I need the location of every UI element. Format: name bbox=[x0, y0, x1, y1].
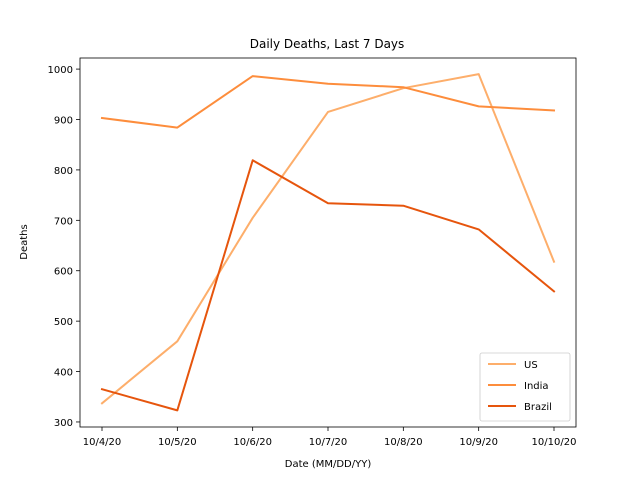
legend-label-brazil: Brazil bbox=[524, 402, 552, 413]
chart-title: Daily Deaths, Last 7 Days bbox=[250, 37, 405, 51]
y-tick-label: 600 bbox=[54, 267, 73, 278]
x-tick-label: 10/7/20 bbox=[309, 437, 348, 448]
x-tick-label: 10/6/20 bbox=[233, 437, 272, 448]
y-tick-label: 800 bbox=[54, 166, 73, 177]
x-tick-label: 10/5/20 bbox=[158, 437, 197, 448]
x-tick-label: 10/9/20 bbox=[459, 437, 498, 448]
y-tick-label: 400 bbox=[54, 368, 73, 379]
y-tick-label: 900 bbox=[54, 116, 73, 127]
legend-label-india: India bbox=[524, 381, 549, 392]
y-tick-label: 500 bbox=[54, 317, 73, 328]
series-line-us bbox=[100, 73, 556, 405]
x-tick-label: 10/4/20 bbox=[83, 437, 122, 448]
legend-label-us: US bbox=[524, 360, 538, 371]
x-tick-label: 10/10/20 bbox=[532, 437, 577, 448]
legend-box bbox=[479, 352, 571, 422]
y-tick-label: 1000 bbox=[48, 65, 73, 76]
y-axis: 300 400 500 600 700 800 900 1000 bbox=[48, 65, 80, 429]
x-axis-label: Date (MM/DD/YY) bbox=[285, 459, 372, 470]
y-tick-label: 700 bbox=[54, 216, 73, 227]
series-line-india bbox=[100, 75, 556, 129]
x-axis: 10/4/20 10/5/20 10/6/20 10/7/20 10/8/20 10/9/… bbox=[83, 427, 577, 448]
x-tick-label: 10/8/20 bbox=[384, 437, 423, 448]
legend: US India Brazil bbox=[479, 352, 571, 422]
series-layer bbox=[100, 73, 556, 412]
y-axis-label: Deaths bbox=[19, 224, 30, 259]
series-line-brazil bbox=[100, 159, 556, 412]
y-tick-label: 300 bbox=[54, 418, 73, 429]
